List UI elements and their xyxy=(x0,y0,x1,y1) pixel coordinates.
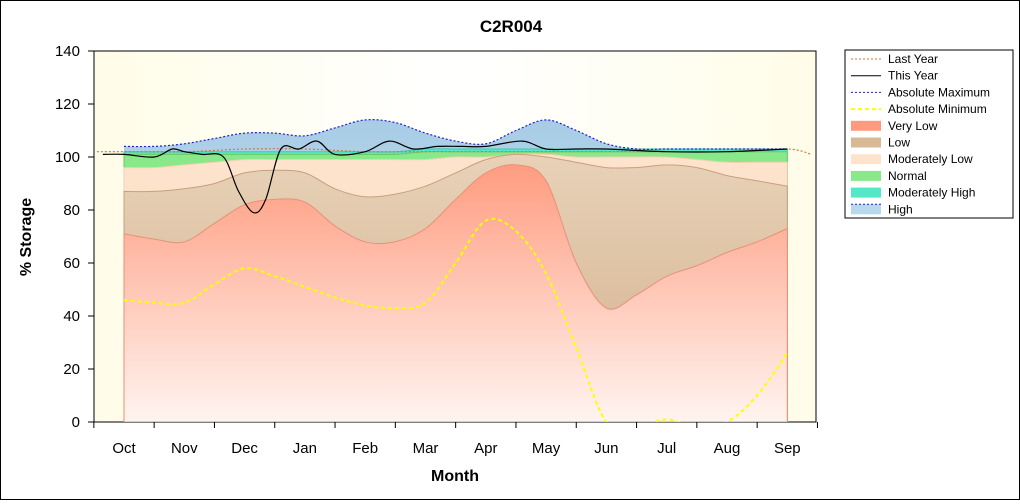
x-tick-label: Mar xyxy=(413,440,439,457)
legend-item-this-year: This Year xyxy=(851,69,938,83)
legend-swatch xyxy=(851,187,881,198)
y-tick-label: 140 xyxy=(55,43,80,60)
legend-item-last-year: Last Year xyxy=(851,52,938,66)
legend-swatch xyxy=(851,170,881,181)
line-absolute-maximum xyxy=(123,119,788,150)
x-tick-label: Jan xyxy=(293,440,317,457)
x-tick-label: Feb xyxy=(352,440,378,457)
legend-label: Moderately Low xyxy=(888,152,973,166)
legend-swatch xyxy=(851,137,881,148)
legend-label: Low xyxy=(888,136,910,150)
legend-label: Moderately High xyxy=(888,186,975,200)
legend-label: This Year xyxy=(888,69,938,83)
line-absolute-minimum xyxy=(123,217,789,422)
legend-item-absolute-minimum: Absolute Minimum xyxy=(851,102,987,116)
line-this-year xyxy=(102,140,788,214)
legend-swatch xyxy=(851,120,881,131)
x-tick-label: Jul xyxy=(657,440,676,457)
y-tick-label: 100 xyxy=(55,149,80,166)
x-tick-label: Aug xyxy=(714,440,741,457)
x-tick-label: Apr xyxy=(474,440,497,457)
legend-swatch xyxy=(851,204,881,215)
legend: Last Year This Year Absolute Maximum Absolu… xyxy=(844,49,1014,219)
y-tick-label: 80 xyxy=(63,202,80,219)
legend-label: Last Year xyxy=(888,52,938,66)
legend-item-low: Low xyxy=(851,136,910,150)
x-tick-label: Oct xyxy=(112,440,136,457)
legend-swatch xyxy=(851,154,881,165)
legend-item-very-low: Very Low xyxy=(851,119,938,133)
x-tick-label: Sep xyxy=(774,440,801,457)
chart-title: C2R004 xyxy=(480,17,543,36)
y-axis-title: % Storage xyxy=(18,198,35,276)
y-tick-label: 20 xyxy=(63,361,80,378)
band-very-low xyxy=(123,164,788,422)
legend-item-normal: Normal xyxy=(851,169,927,183)
legend-item-moderately-low: Moderately Low xyxy=(851,152,973,166)
x-axis-title: Month xyxy=(431,468,479,485)
y-tick-label: 60 xyxy=(63,255,80,272)
legend-label: Absolute Maximum xyxy=(888,85,990,99)
x-tick-label: Dec xyxy=(231,440,258,457)
y-tick-label: 0 xyxy=(72,414,80,431)
legend-label: Absolute Minimum xyxy=(888,102,987,116)
y-tick-label: 120 xyxy=(55,96,80,113)
x-tick-label: Jun xyxy=(594,440,618,457)
y-tick-label: 40 xyxy=(63,308,80,325)
legend-label: Normal xyxy=(888,169,927,183)
legend-item-high: High xyxy=(851,202,913,216)
legend-label: High xyxy=(888,202,913,216)
legend-item-absolute-maximum: Absolute Maximum xyxy=(851,85,990,99)
x-tick-label: Nov xyxy=(171,440,198,457)
x-tick-label: May xyxy=(532,440,561,457)
legend-label: Very Low xyxy=(888,119,938,133)
legend-item-moderately-high: Moderately High xyxy=(851,186,975,200)
